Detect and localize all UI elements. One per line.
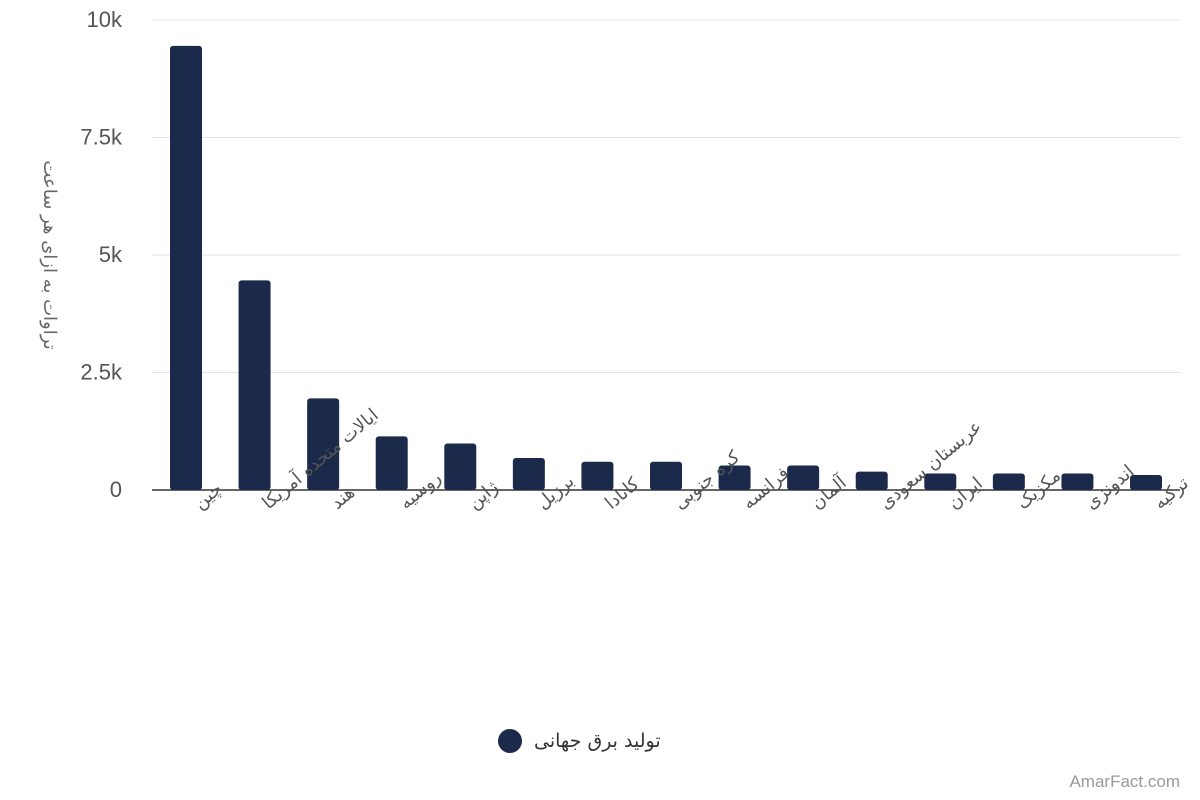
bars [170, 45, 1162, 490]
bar[interactable] [238, 280, 271, 490]
watermark: AmarFact.com [1069, 772, 1180, 791]
bar[interactable] [444, 443, 477, 490]
legend[interactable]: تولید برق جهانی [498, 726, 661, 756]
gridlines [152, 19, 1180, 491]
bar[interactable] [307, 398, 340, 490]
bar[interactable] [992, 473, 1025, 490]
y-tick-label: 5k [99, 242, 123, 267]
y-tick-label: 2.5k [80, 360, 123, 385]
y-tick-labels: 0 2.5k 5k 7.5k 10k [80, 7, 123, 502]
bar[interactable] [718, 465, 751, 490]
bar[interactable] [650, 461, 682, 490]
bar[interactable] [581, 461, 614, 490]
bar[interactable] [1130, 474, 1162, 490]
y-axis-title: تراوات به ازای هر ساعت [39, 160, 60, 349]
bar[interactable] [1061, 473, 1094, 490]
y-tick-label: 0 [110, 477, 122, 502]
y-tick-label: 10k [87, 7, 123, 32]
bar[interactable] [375, 436, 408, 490]
bar[interactable] [787, 465, 820, 490]
bar[interactable] [512, 458, 545, 490]
legend-swatch [498, 729, 522, 753]
legend-label: تولید برق جهانی [534, 730, 661, 752]
y-tick-label: 7.5k [80, 125, 123, 150]
bar[interactable] [855, 471, 888, 490]
bar[interactable] [170, 45, 202, 490]
bar[interactable] [924, 473, 957, 490]
